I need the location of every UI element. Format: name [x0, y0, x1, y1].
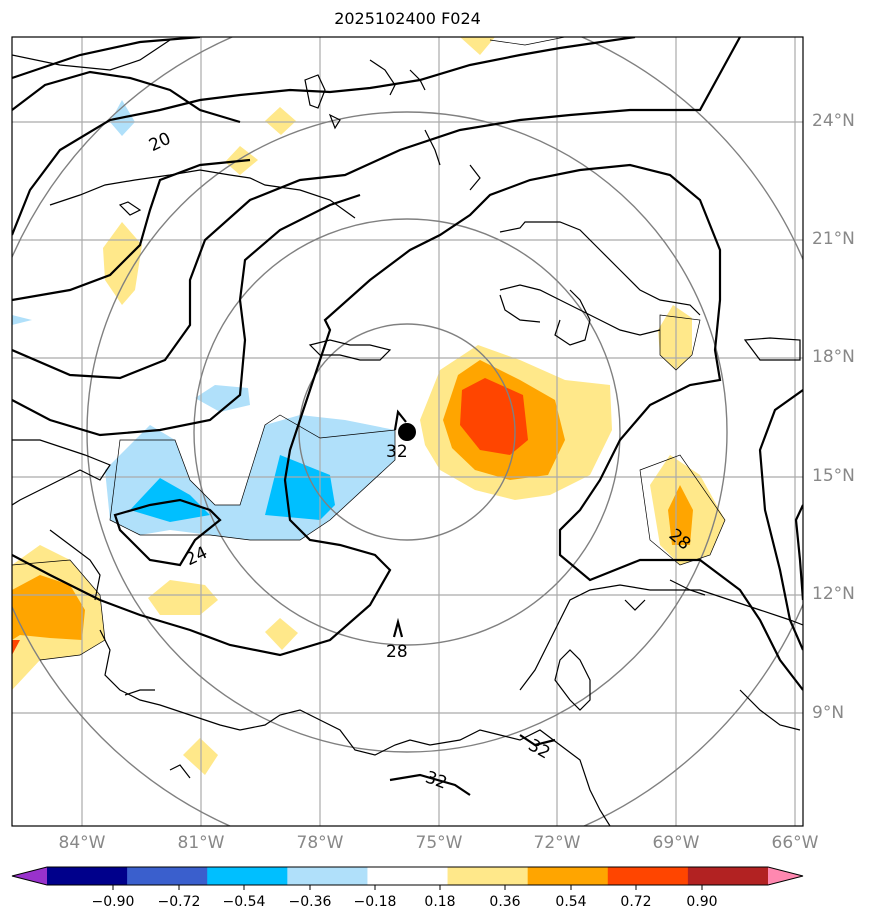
lon-label-81w: 81°W: [177, 833, 225, 853]
lat-label-9n: 9°N: [812, 703, 845, 723]
lon-label-69w: 69°W: [652, 833, 700, 853]
lon-label-75w: 75°W: [415, 833, 463, 853]
colorbar-segment: [367, 867, 449, 885]
graticule: [12, 37, 803, 826]
colorbar-tick-label: −0.90: [91, 894, 135, 910]
coastlines: [12, 39, 803, 826]
colorbar-tick-label: 0.54: [555, 894, 587, 910]
lon-label-72w: 72°W: [533, 833, 581, 853]
lon-label-66w: 66°W: [771, 833, 819, 853]
lat-label-21n: 21°N: [812, 229, 855, 249]
lat-label-15n: 15°N: [812, 466, 855, 486]
colorbar-segment: [527, 867, 609, 885]
contour-label-32-south: 32: [422, 767, 449, 793]
colorbar: [11, 866, 804, 890]
colorbar-tick-label: −0.72: [157, 894, 201, 910]
colorbar-tick-label: 0.18: [424, 894, 456, 910]
contour-label-32-center: 32: [386, 442, 408, 462]
colorbar-tick-label: −0.54: [222, 894, 266, 910]
contour-label-24: 24: [183, 543, 211, 570]
contour-labels: 20 24 32 28 28 32 32: [146, 129, 694, 794]
height-contours: [12, 37, 803, 796]
contour-label-20: 20: [146, 129, 174, 156]
colorbar-tick-label: −0.18: [353, 894, 397, 910]
lat-label-12n: 12°N: [812, 584, 855, 604]
colorbar-segment: [607, 867, 689, 885]
negative-shading: [12, 100, 395, 540]
colorbar-segment: [687, 867, 769, 885]
colorbar-max-extension: [768, 867, 803, 885]
lat-label-24n: 24°N: [812, 111, 855, 131]
colorbar-segment: [447, 867, 529, 885]
colorbar-tick-label: 0.36: [489, 894, 521, 910]
lon-label-78w: 78°W: [296, 833, 344, 853]
contour-label-32-southeast: 32: [525, 735, 554, 763]
storm-center-marker: [398, 423, 416, 441]
colorbar-segment: [127, 867, 208, 885]
colorbar-min-extension: [12, 867, 47, 885]
colorbar-segment: [207, 867, 288, 885]
map-frame: [11, 36, 804, 827]
colorbar-segment: [47, 867, 128, 885]
lat-label-18n: 18°N: [812, 347, 855, 367]
lon-label-84w: 84°W: [58, 833, 106, 853]
colorbar-tick-label: −0.36: [288, 894, 332, 910]
contour-label-28-south: 28: [386, 642, 408, 662]
colorbar-segment: [287, 867, 368, 885]
colorbar-tick-label: 0.90: [686, 894, 718, 910]
colorbar-tick-label: 0.72: [620, 894, 652, 910]
map-title: 2025102400 F024: [334, 9, 481, 28]
